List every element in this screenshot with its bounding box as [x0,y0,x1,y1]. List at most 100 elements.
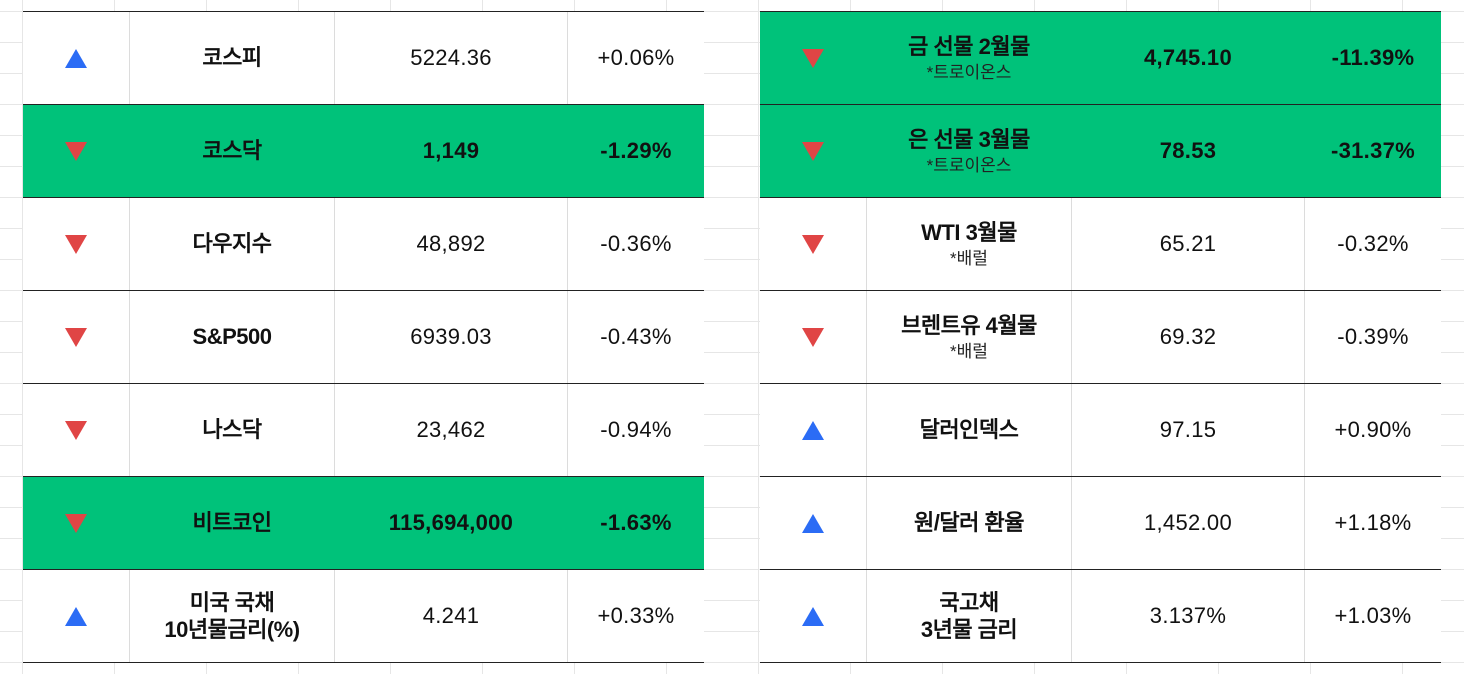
instrument-name-cell: 국고채 3년물 금리 [867,570,1072,662]
direction-cell [760,198,867,290]
instrument-name-cell: 코스피 [130,12,335,104]
instrument-name-cell: 미국 국채 10년물금리(%) [130,570,335,662]
instrument-name-cell: S&P500 [130,291,335,383]
unit-note: *배럴 [950,342,988,362]
unit-note: *트로이온스 [926,63,1012,83]
market-table-left: 코스피 5224.36 +0.06% 코스닥 1,149 -1.29% 다우지수 48,892… [23,11,704,663]
instrument-name-cell: 나스닥 [130,384,335,476]
instrument-name: 브렌트유 4월물 [901,312,1037,338]
direction-cell [23,477,130,569]
instrument-name: 원/달러 환율 [914,510,1024,536]
change-percent: +1.18% [1334,510,1412,535]
change-percent: +0.33% [597,603,675,628]
change-percent: +0.06% [597,45,675,70]
instrument-name-cell: 코스닥 [130,105,335,197]
instrument-name-cell: 은 선물 3월물 *트로이온스 [867,105,1072,197]
direction-cell [23,12,130,104]
instrument-name-cell: 비트코인 [130,477,335,569]
direction-cell [760,570,867,662]
instrument-name-cell: 다우지수 [130,198,335,290]
change-percent: +0.90% [1334,417,1412,442]
table-row: 브렌트유 4월물 *배럴 69.32 -0.39% [760,291,1441,384]
down-triangle-icon [802,234,824,254]
price-value: 115,694,000 [335,477,568,569]
price-value: 3.137% [1072,570,1305,662]
direction-cell [760,291,867,383]
direction-cell [760,477,867,569]
price-value: 4.241 [335,570,568,662]
direction-cell [23,198,130,290]
instrument-name-cell: 금 선물 2월물 *트로이온스 [867,12,1072,104]
down-triangle-icon [65,513,87,533]
down-triangle-icon [65,234,87,254]
change-percent: -0.39% [1337,324,1409,349]
instrument-name-cell: WTI 3월물 *배럴 [867,198,1072,290]
down-triangle-icon [802,48,824,68]
instrument-name: 코스닥 [202,138,262,164]
down-triangle-icon [65,141,87,161]
change-percent: -11.39% [1331,45,1415,70]
change-percent: -0.94% [600,417,672,442]
price-value: 48,892 [335,198,568,290]
down-triangle-icon [65,420,87,440]
instrument-name: S&P500 [192,324,272,350]
instrument-name: 금 선물 2월물 [908,33,1030,59]
instrument-name: 나스닥 [202,417,262,443]
direction-cell [760,384,867,476]
table-row: WTI 3월물 *배럴 65.21 -0.32% [760,198,1441,291]
direction-cell [760,105,867,197]
table-row: 코스닥 1,149 -1.29% [23,105,704,198]
down-triangle-icon [802,141,824,161]
price-value: 1,452.00 [1072,477,1305,569]
up-triangle-icon [802,420,824,440]
table-row: 다우지수 48,892 -0.36% [23,198,704,291]
direction-cell [760,12,867,104]
direction-cell [23,291,130,383]
table-row: 코스피 5224.36 +0.06% [23,12,704,105]
down-triangle-icon [802,327,824,347]
change-percent: -0.32% [1337,231,1409,256]
unit-note: *트로이온스 [926,156,1012,176]
direction-cell [23,105,130,197]
change-percent: -1.63% [600,510,672,535]
price-value: 78.53 [1072,105,1305,197]
market-table-right: 금 선물 2월물 *트로이온스 4,745.10 -11.39% 은 선물 3월물 *트로… [760,11,1441,663]
price-value: 1,149 [335,105,568,197]
instrument-name: 다우지수 [192,231,272,257]
change-percent: +1.03% [1334,603,1412,628]
instrument-name: 비트코인 [192,510,272,536]
price-value: 23,462 [335,384,568,476]
price-value: 6939.03 [335,291,568,383]
change-percent: -0.43% [600,324,672,349]
change-percent: -0.36% [600,231,672,256]
table-row: 달러인덱스 97.15 +0.90% [760,384,1441,477]
table-row: S&P500 6939.03 -0.43% [23,291,704,384]
up-triangle-icon [802,606,824,626]
instrument-name: 은 선물 3월물 [908,126,1030,152]
instrument-name-cell: 원/달러 환율 [867,477,1072,569]
price-value: 5224.36 [335,12,568,104]
instrument-name: 달러인덱스 [919,417,1019,443]
price-value: 65.21 [1072,198,1305,290]
table-row: 나스닥 23,462 -0.94% [23,384,704,477]
down-triangle-icon [65,327,87,347]
table-row: 미국 국채 10년물금리(%) 4.241 +0.33% [23,570,704,663]
price-value: 69.32 [1072,291,1305,383]
instrument-name-cell: 달러인덱스 [867,384,1072,476]
price-value: 4,745.10 [1072,12,1305,104]
change-percent: -31.37% [1330,138,1416,163]
table-row: 국고채 3년물 금리 3.137% +1.03% [760,570,1441,663]
instrument-name: 코스피 [202,45,262,71]
price-value: 97.15 [1072,384,1305,476]
instrument-name: 국고채 3년물 금리 [920,589,1018,643]
table-row: 금 선물 2월물 *트로이온스 4,745.10 -11.39% [760,12,1441,105]
direction-cell [23,384,130,476]
table-row: 은 선물 3월물 *트로이온스 78.53 -31.37% [760,105,1441,198]
up-triangle-icon [65,606,87,626]
up-triangle-icon [65,48,87,68]
table-row: 비트코인 115,694,000 -1.63% [23,477,704,570]
direction-cell [23,570,130,662]
instrument-name-cell: 브렌트유 4월물 *배럴 [867,291,1072,383]
unit-note: *배럴 [950,249,988,269]
change-percent: -1.29% [600,138,672,163]
